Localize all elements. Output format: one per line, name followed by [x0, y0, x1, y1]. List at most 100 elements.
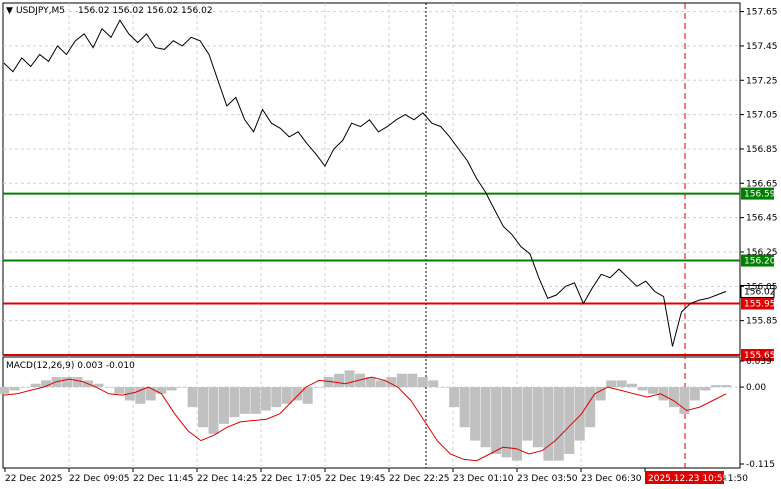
price-tick-label: 157.25 [746, 76, 778, 86]
macd-bar [522, 387, 533, 441]
price-panel[interactable] [2, 2, 741, 356]
level-label-box [741, 187, 774, 200]
macd-bar [344, 370, 355, 388]
price-tick-label: 155.85 [746, 317, 778, 327]
macd-bar [156, 387, 167, 394]
macd-bar [449, 387, 460, 408]
macd-panel[interactable] [2, 356, 741, 469]
price-axis: 157.65157.45157.25157.05156.85156.65156.… [740, 8, 778, 327]
price-grid [3, 3, 740, 355]
price-tick-label: 157.65 [746, 8, 778, 18]
macd-bar [187, 387, 198, 408]
macd-bar [595, 387, 606, 401]
macd-bar [637, 387, 648, 391]
macd-bar [606, 380, 617, 388]
macd-bar [417, 377, 428, 388]
macd-bar [700, 387, 711, 391]
macd-bar [459, 387, 470, 428]
price-tick-label: 156.85 [746, 145, 778, 155]
macd-bar [135, 387, 146, 404]
macd-bar [564, 387, 575, 454]
time-tick-label: 22 Dec 09:05 [69, 474, 130, 484]
macd-bar [281, 387, 292, 404]
macd-bar [20, 387, 31, 388]
macd-bar [543, 387, 554, 461]
time-tick-label: 22 Dec 2025 [5, 474, 63, 484]
level-label-box [741, 297, 774, 310]
macd-bar [62, 377, 73, 388]
time-axis: 22 Dec 2025 22 Dec 09:05 22 Dec 11:45 22 De… [4, 468, 749, 484]
macd-bar [323, 377, 334, 388]
level-label-box [741, 254, 774, 267]
macd-bar [292, 387, 303, 401]
macd-tick-label: 0.039 [746, 357, 772, 367]
level-label-box [741, 349, 774, 361]
price-tick-label: 157.05 [746, 111, 778, 121]
macd-bar [480, 387, 491, 448]
price-tick-label: 156.65 [746, 179, 778, 189]
time-tick-label: 22 Dec 19:45 [325, 474, 386, 484]
macd-bar [365, 377, 376, 388]
time-tick-label: 22 Dec 17:05 [261, 474, 322, 484]
macd-bar [219, 387, 229, 424]
symbol-label: USDJPY,M5 [16, 6, 65, 16]
macd-bar [428, 380, 439, 388]
macd-bar [532, 387, 543, 448]
price-tick-label: 156.05 [746, 282, 778, 292]
level-label: 155.95 [744, 299, 776, 309]
macd-bar [145, 387, 156, 401]
macd-bar [208, 387, 219, 434]
macd-bar [553, 387, 564, 461]
macd-bar [41, 380, 52, 388]
macd-bar [721, 385, 732, 388]
macd-tick-label: 0.00 [746, 383, 766, 393]
time-tick-label: 23 Dec 06:30 [581, 474, 642, 484]
macd-bar [511, 387, 522, 461]
macd-bar [229, 387, 240, 418]
time-highlight-box [645, 471, 724, 484]
macd-bar [648, 387, 658, 394]
price-levels: 156.59 156.20 155.95 155.65 156.02 [3, 187, 776, 361]
macd-bar [177, 387, 188, 388]
macd-bar [250, 387, 261, 414]
current-price-box [740, 284, 775, 298]
macd-bar [9, 387, 20, 391]
time-tick-label: 23 Dec 01:10 [453, 474, 514, 484]
macd-bar [30, 383, 41, 388]
macd-bar [166, 387, 177, 391]
macd-bar [72, 377, 83, 388]
price-tick-label: 156.25 [746, 248, 778, 258]
macd-bar [271, 387, 282, 408]
time-tick-label: 23 Dec 03:50 [517, 474, 578, 484]
level-label: 156.59 [744, 190, 776, 200]
level-label: 156.20 [744, 257, 776, 267]
ohlc-label: 156.02 156.02 156.02 156.02 [78, 6, 213, 16]
time-tick-label: 22 Dec 14:25 [197, 474, 258, 484]
current-price-label: 156.02 [744, 287, 776, 297]
macd-bar [470, 387, 481, 441]
macd-bar [689, 387, 700, 401]
macd-bar [302, 387, 313, 404]
macd-bar [710, 385, 721, 388]
macd-histogram [0, 370, 732, 461]
macd-bar [616, 380, 627, 388]
macd-bar [334, 373, 345, 388]
macd-bar [438, 387, 449, 388]
chart-menu-icon[interactable]: ▼ [6, 6, 13, 16]
price-line [3, 19, 727, 347]
macd-tick-label: -0.115 [746, 460, 775, 470]
macd-bar [103, 387, 114, 388]
price-tick-label: 156.45 [746, 214, 778, 224]
macd-bar [386, 377, 397, 388]
macd-bar [668, 387, 679, 408]
time-tick-label: ec 11:50 [709, 474, 749, 484]
macd-bar [407, 373, 418, 388]
macd-bar [574, 387, 585, 441]
macd-bar [93, 383, 104, 388]
macd-bar [491, 387, 502, 454]
macd-bar [679, 387, 690, 414]
time-tick-label: 22 Dec 22:25 [389, 474, 450, 484]
price-tick-label: 157.45 [746, 42, 778, 52]
macd-signal-line [3, 376, 727, 462]
